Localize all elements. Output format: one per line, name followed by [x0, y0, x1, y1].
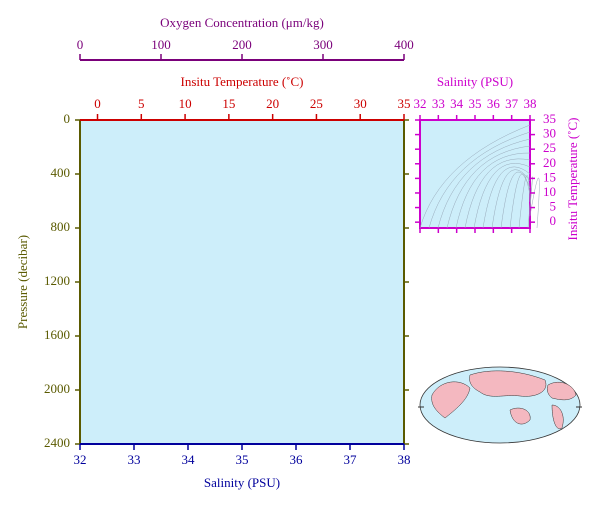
x-tick-label: 0	[77, 37, 84, 52]
y-tick-label: 2400	[44, 435, 70, 450]
x-tick-label: 32	[414, 96, 427, 111]
y-tick-label: 20	[543, 155, 556, 170]
x-axis-title: Oxygen Concentration (μm/kg)	[160, 15, 324, 30]
x-tick-label: 38	[398, 452, 411, 467]
x-tick-label: 32	[74, 452, 87, 467]
density-contour	[428, 131, 531, 229]
world-map	[418, 366, 582, 444]
x-tick-label: 100	[151, 37, 171, 52]
y-tick-label: 30	[543, 126, 556, 141]
x-tick-label: 0	[94, 96, 101, 111]
y-tick-label: 15	[543, 169, 556, 184]
density-contour	[437, 138, 531, 229]
x-tick-label: 5	[138, 96, 145, 111]
x-tick-label: 35	[236, 452, 249, 467]
density-contour	[446, 145, 531, 229]
y-axis-title: Insitu Temperature (˚C)	[565, 117, 580, 240]
density-contour	[464, 158, 531, 229]
x-tick-label: 30	[354, 96, 367, 111]
plot-area	[419, 119, 531, 229]
x-tick-label: 33	[432, 96, 445, 111]
x-tick-label: 300	[313, 37, 333, 52]
x-tick-label: 15	[222, 96, 235, 111]
density-contour	[518, 175, 531, 229]
x-tick-label: 35	[469, 96, 482, 111]
x-tick-label: 37	[505, 96, 519, 111]
x-tick-label: 36	[487, 96, 501, 111]
y-tick-label: 0	[64, 111, 71, 126]
density-contour	[473, 163, 531, 229]
y-tick-label: 1600	[44, 327, 70, 342]
y-tick-label: 400	[51, 165, 71, 180]
density-contour	[529, 177, 540, 229]
y-tick-label: 10	[543, 184, 556, 199]
x-tick-label: 400	[394, 37, 414, 52]
density-contour	[482, 166, 531, 229]
plot-area	[80, 120, 404, 444]
y-tick-label: 2000	[44, 381, 70, 396]
x-tick-label: 37	[344, 452, 358, 467]
density-contour	[491, 169, 531, 229]
x-axis-title: Salinity (PSU)	[437, 74, 513, 89]
x-tick-label: 10	[179, 96, 192, 111]
y-tick-label: 0	[550, 213, 557, 228]
x-tick-label: 34	[182, 452, 196, 467]
x-axis-title: Insitu Temperature (˚C)	[180, 74, 303, 89]
x-tick-label: 25	[310, 96, 323, 111]
x-tick-label: 35	[398, 96, 411, 111]
density-contour	[455, 152, 531, 229]
y-axis-title: Pressure (decibar)	[15, 235, 30, 329]
x-tick-label: 38	[524, 96, 537, 111]
x-tick-label: 33	[128, 452, 141, 467]
y-tick-label: 35	[543, 111, 556, 126]
y-tick-label: 5	[550, 199, 557, 214]
y-tick-label: 25	[543, 140, 556, 155]
x-tick-label: 36	[290, 452, 304, 467]
density-contour	[419, 124, 531, 229]
x-tick-label: 200	[232, 37, 252, 52]
y-tick-label: 1200	[44, 273, 70, 288]
x-tick-label: 34	[450, 96, 464, 111]
y-tick-label: 800	[51, 219, 71, 234]
x-axis-title: Salinity (PSU)	[204, 475, 280, 490]
x-tick-label: 20	[266, 96, 279, 111]
density-contour	[509, 173, 531, 229]
density-contour	[527, 176, 533, 229]
